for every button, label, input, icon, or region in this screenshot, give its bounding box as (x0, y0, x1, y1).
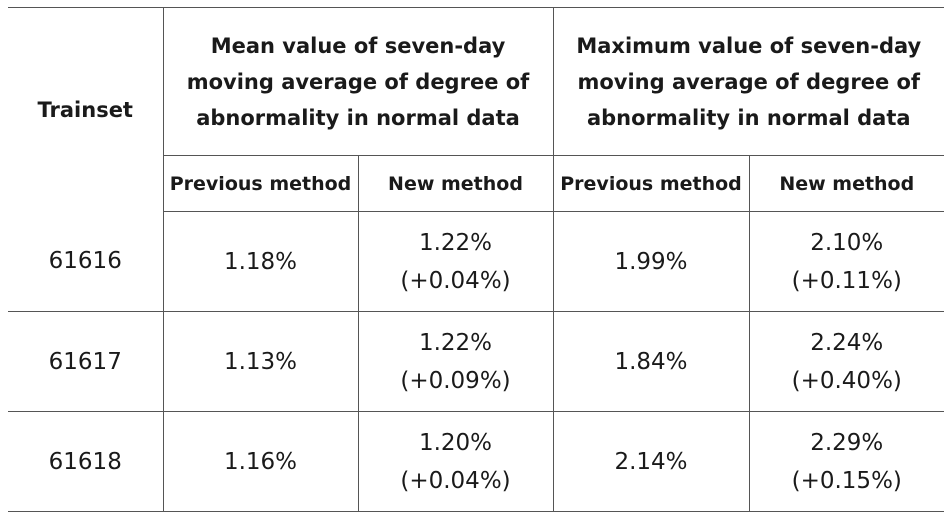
cell-max-new-diff: (+0.40%) (791, 367, 902, 394)
table-row: 61616 1.18% 1.22% (+0.04%) 1.99% 2.10% (… (8, 211, 945, 312)
header-trainset: Trainset (8, 7, 164, 212)
table-subheader-row: Previous method New method Previous meth… (8, 155, 945, 212)
cell-trainset: 61618 (8, 411, 164, 512)
cell-max-previous: 1.99% (552, 211, 750, 312)
header-group-max: Maximum value of seven-day moving averag… (552, 7, 945, 156)
cell-mean-previous: 1.16% (162, 411, 359, 512)
cell-mean-new-value: 1.22% (418, 329, 493, 356)
cell-trainset: 61616 (8, 211, 164, 312)
cell-mean-new: 1.20% (+0.04%) (357, 411, 554, 512)
header-group-mean: Mean value of seven-day moving average o… (162, 7, 554, 156)
cell-mean-new-diff: (+0.09%) (400, 367, 511, 394)
cell-mean-new: 1.22% (+0.09%) (357, 311, 554, 412)
cell-max-new-diff: (+0.11%) (791, 267, 902, 294)
subheader-max-previous: Previous method (552, 155, 750, 212)
subheader-mean-new: New method (357, 155, 554, 212)
cell-max-new: 2.29% (+0.15%) (748, 411, 945, 512)
cell-max-new-diff: (+0.15%) (791, 467, 902, 494)
cell-mean-new: 1.22% (+0.04%) (357, 211, 554, 312)
cell-max-new-value: 2.24% (810, 329, 884, 356)
cell-max-new-value: 2.29% (810, 429, 884, 456)
cell-mean-previous: 1.18% (162, 211, 359, 312)
table-row: 61618 1.16% 1.20% (+0.04%) 2.14% 2.29% (… (8, 411, 945, 512)
cell-max-previous: 2.14% (552, 411, 750, 512)
cell-mean-new-value: 1.20% (418, 429, 493, 456)
cell-max-new: 2.10% (+0.11%) (748, 211, 945, 312)
table-row: 61617 1.13% 1.22% (+0.09%) 1.84% 2.24% (… (8, 311, 945, 412)
cell-trainset: 61617 (8, 311, 164, 412)
subheader-mean-previous: Previous method (163, 155, 359, 212)
comparison-table: Trainset Mean value of seven-day moving … (8, 7, 945, 512)
table-header-row: Trainset Mean value of seven-day moving … (8, 7, 945, 212)
cell-max-previous: 1.84% (552, 311, 750, 412)
cell-mean-new-value: 1.22% (418, 229, 493, 256)
cell-mean-new-diff: (+0.04%) (400, 467, 511, 494)
cell-max-new-value: 2.10% (810, 229, 884, 256)
cell-mean-new-diff: (+0.04%) (400, 267, 511, 294)
subheader-max-new: New method (748, 155, 945, 212)
cell-max-new: 2.24% (+0.40%) (748, 311, 945, 412)
cell-mean-previous: 1.13% (162, 311, 359, 412)
